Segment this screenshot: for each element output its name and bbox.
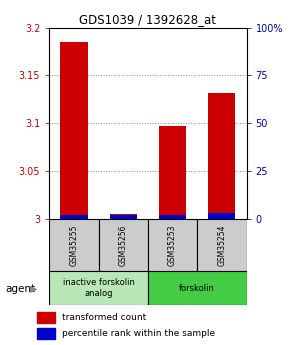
Bar bbox=[110, 214, 137, 219]
Title: GDS1039 / 1392628_at: GDS1039 / 1392628_at bbox=[79, 13, 216, 27]
Text: percentile rank within the sample: percentile rank within the sample bbox=[62, 329, 215, 338]
Bar bbox=[208, 213, 235, 219]
Bar bbox=[159, 215, 186, 219]
Text: inactive forskolin
analog: inactive forskolin analog bbox=[63, 278, 135, 298]
Text: forskolin: forskolin bbox=[179, 284, 215, 293]
Text: transformed count: transformed count bbox=[62, 313, 146, 322]
Text: GSM35255: GSM35255 bbox=[69, 224, 79, 266]
Bar bbox=[60, 215, 88, 219]
Bar bbox=[159, 126, 186, 219]
Text: agent: agent bbox=[6, 284, 36, 294]
FancyBboxPatch shape bbox=[49, 271, 148, 305]
Text: GSM35253: GSM35253 bbox=[168, 224, 177, 266]
FancyBboxPatch shape bbox=[148, 271, 246, 305]
Text: ▶: ▶ bbox=[30, 284, 37, 294]
Bar bbox=[37, 312, 55, 323]
Bar bbox=[37, 328, 55, 339]
Bar bbox=[110, 215, 137, 219]
Bar bbox=[208, 93, 235, 219]
FancyBboxPatch shape bbox=[148, 219, 197, 271]
Text: GSM35256: GSM35256 bbox=[119, 224, 128, 266]
Bar bbox=[60, 42, 88, 219]
FancyBboxPatch shape bbox=[49, 219, 99, 271]
Text: GSM35254: GSM35254 bbox=[217, 224, 226, 266]
FancyBboxPatch shape bbox=[99, 219, 148, 271]
FancyBboxPatch shape bbox=[197, 219, 246, 271]
